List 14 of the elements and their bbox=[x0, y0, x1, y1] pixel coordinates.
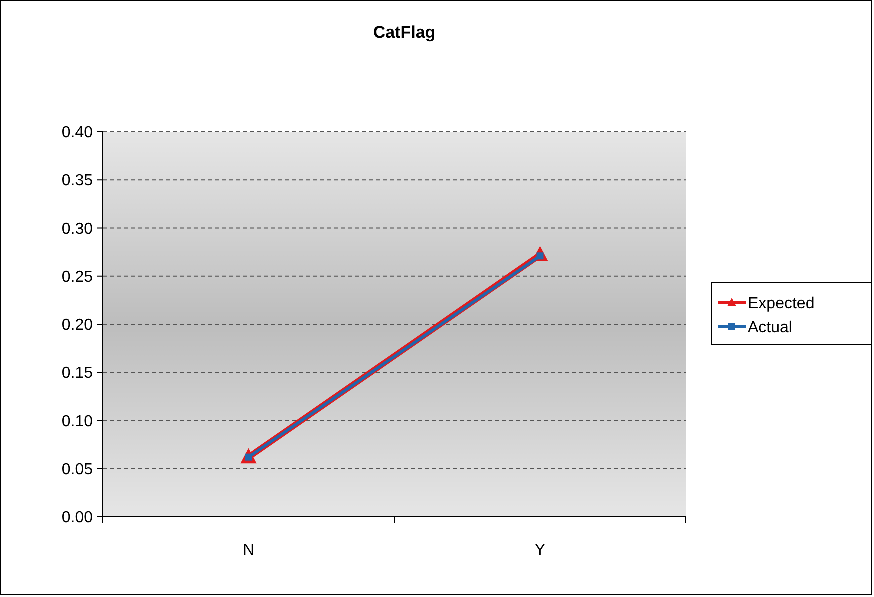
y-tick-label: 0.15 bbox=[62, 365, 94, 382]
legend-label: Expected bbox=[748, 296, 815, 313]
chart-title: CatFlag bbox=[373, 23, 436, 42]
y-tick-label: 0.40 bbox=[62, 124, 94, 142]
legend-label: Actual bbox=[748, 320, 792, 337]
y-tick-label: 0.00 bbox=[62, 510, 94, 527]
y-tick-label: 0.05 bbox=[62, 461, 94, 478]
x-tick-label: N bbox=[242, 542, 255, 559]
y-tick-label: 0.20 bbox=[62, 317, 94, 334]
x-tick-label: Y bbox=[534, 542, 546, 559]
y-tick-label: 0.25 bbox=[62, 268, 94, 286]
y-tick-label: 0.30 bbox=[62, 220, 94, 238]
y-tick-label: 0.10 bbox=[62, 413, 94, 430]
y-tick-label: 0.35 bbox=[62, 172, 94, 190]
